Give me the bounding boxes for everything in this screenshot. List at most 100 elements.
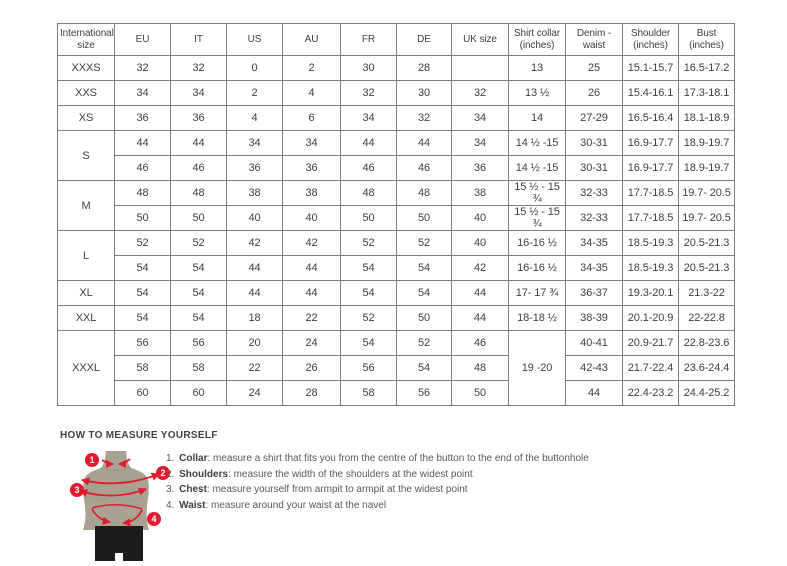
size-cell: 44 — [114, 130, 171, 156]
size-cell: XXXS — [57, 55, 115, 81]
column-header: Bust (inches) — [678, 23, 735, 56]
step-number: 4. — [166, 500, 175, 512]
step-text: : measure a shirt that fits you from the… — [207, 453, 589, 464]
badge-1-number: 1 — [89, 455, 94, 465]
mannequin-shorts — [95, 526, 143, 561]
size-cell: 32 — [170, 55, 227, 81]
size-cell: 13 — [508, 55, 566, 81]
size-cell: 58 — [114, 355, 171, 381]
size-cell: 16-16 ½ — [508, 255, 566, 281]
measure-step-chest: 3. Chest: measure yourself from armpit t… — [166, 482, 589, 498]
size-cell: 36-37 — [565, 280, 623, 306]
size-cell: 16.5-16.4 — [622, 105, 679, 131]
size-cell: 4 — [226, 105, 283, 131]
size-cell: 23.6-24.4 — [678, 355, 735, 381]
size-cell: 19.7- 20.5 — [678, 180, 735, 206]
size-cell: M — [57, 180, 115, 231]
size-cell: 16.9-17.7 — [622, 130, 679, 156]
size-cell: 38 — [451, 180, 509, 206]
step-label: Shoulders — [179, 468, 229, 480]
size-cell: 44 — [451, 305, 509, 331]
size-cell: 2 — [282, 55, 341, 81]
size-cell: 28 — [396, 55, 452, 81]
size-cell: 22-22.8 — [678, 305, 735, 331]
size-cell: 18 — [226, 305, 283, 331]
size-cell: 44 — [396, 130, 452, 156]
size-cell: 18.5-19.3 — [622, 255, 679, 281]
size-cell: 40 — [226, 205, 283, 231]
size-cell: 34 — [282, 130, 341, 156]
size-cell: 20.5-21.3 — [678, 255, 735, 281]
table-row: XXXS 32 32 0 2 30 28 13 25 15.1-15.7 16.5-17.2 — [57, 55, 735, 81]
size-cell: 19 -20 — [508, 330, 566, 406]
size-cell: 34-35 — [565, 255, 623, 281]
size-cell: 42 — [226, 230, 283, 256]
size-cell: 15 ½ - 15 ¾ — [508, 205, 566, 231]
column-header: Shoulder (inches) — [622, 23, 679, 56]
size-cell: 44 — [451, 280, 509, 306]
size-cell: 32 — [451, 80, 509, 106]
column-header: UK size — [451, 23, 509, 56]
table-row: L 52 52 42 42 52 52 40 16-16 ½ 34-35 18.5-19.3 20.5… — [57, 230, 735, 281]
column-header: International size — [57, 23, 115, 56]
size-cell: 38 — [282, 180, 341, 206]
size-cell: 46 — [340, 155, 397, 181]
size-cell: 15.4-16.1 — [622, 80, 679, 106]
table-row: XXXL 56 56 20 24 54 52 46 19 -20 40-41 20.9-21.7 22… — [57, 330, 735, 406]
size-cell: 54 — [170, 280, 227, 306]
size-cell: 14 ½ -15 — [508, 130, 566, 156]
size-conversion-table: International size EU IT US AU FR DE UK size Shi… — [57, 23, 735, 406]
size-cell: 40-41 — [565, 330, 623, 356]
table-row: S 44 44 34 34 44 44 34 14 ½ -15 30-31 16.9-17.7 18.… — [57, 130, 735, 181]
step-text: : measure around your waist at the navel — [205, 500, 387, 512]
size-cell: 14 — [508, 105, 566, 131]
size-cell: 44 — [340, 130, 397, 156]
size-cell: 0 — [226, 55, 283, 81]
size-cell: 18.9-19.7 — [678, 155, 735, 181]
size-cell: 32-33 — [565, 205, 623, 231]
size-cell: 32 — [340, 80, 397, 106]
size-cell: 54 — [114, 280, 171, 306]
size-cell: 26 — [282, 355, 341, 381]
column-header: FR — [340, 23, 397, 56]
size-cell: 36 — [282, 155, 341, 181]
size-cell: 34 — [226, 130, 283, 156]
table-row: M 48 48 38 38 48 48 38 15 ½ - 15 ¾ 32-33 17.7-18.5… — [57, 180, 735, 231]
table-row: 60 60 24 28 58 56 50 44 22.4-23.2 24.4-25.2 — [58, 380, 735, 406]
table-row: 54 54 44 44 54 54 42 16-16 ½ 34-35 18.5-19.3 20.5-… — [58, 255, 735, 281]
size-cell: 54 — [340, 280, 397, 306]
column-header: AU — [282, 23, 341, 56]
column-header: DE — [396, 23, 452, 56]
size-cell: 44 — [226, 255, 283, 281]
badge-4-circle — [147, 512, 161, 526]
size-cell: 50 — [114, 205, 171, 231]
size-cell: 54 — [396, 280, 452, 306]
size-cell: 20.1-20.9 — [622, 305, 679, 331]
size-cell: 54 — [340, 255, 397, 281]
badge-2-number: 2 — [160, 468, 165, 478]
size-cell: XS — [57, 105, 115, 131]
mannequin-chest-contour-right — [122, 495, 141, 501]
size-cell: 20.5-21.3 — [678, 230, 735, 256]
size-cell: 34-35 — [565, 230, 623, 256]
waist-measure-arrow-left — [91, 508, 112, 525]
size-cell: 42 — [282, 230, 341, 256]
size-cell: 24.4-25.2 — [678, 380, 735, 406]
size-cell: 32 — [396, 105, 452, 131]
size-cell: 15 ½ - 15 ¾ — [508, 180, 566, 206]
size-cell: 15.1-15.7 — [622, 55, 679, 81]
size-cell: 34 — [451, 130, 509, 156]
collar-measure-arrow-left — [101, 459, 115, 469]
column-header: US — [226, 23, 283, 56]
badge-1-circle — [85, 453, 99, 467]
size-cell: 18-18 ½ — [508, 305, 566, 331]
chest-measure-arrow — [79, 487, 147, 498]
size-cell: 52 — [170, 230, 227, 256]
size-cell: 20 — [226, 330, 283, 356]
size-cell: 60 — [170, 380, 227, 406]
size-cell: XXS — [57, 80, 115, 106]
size-cell: 50 — [340, 205, 397, 231]
column-header: IT — [170, 23, 227, 56]
size-cell: 52 — [340, 230, 397, 256]
mannequin-chest-contour-left — [91, 495, 110, 501]
